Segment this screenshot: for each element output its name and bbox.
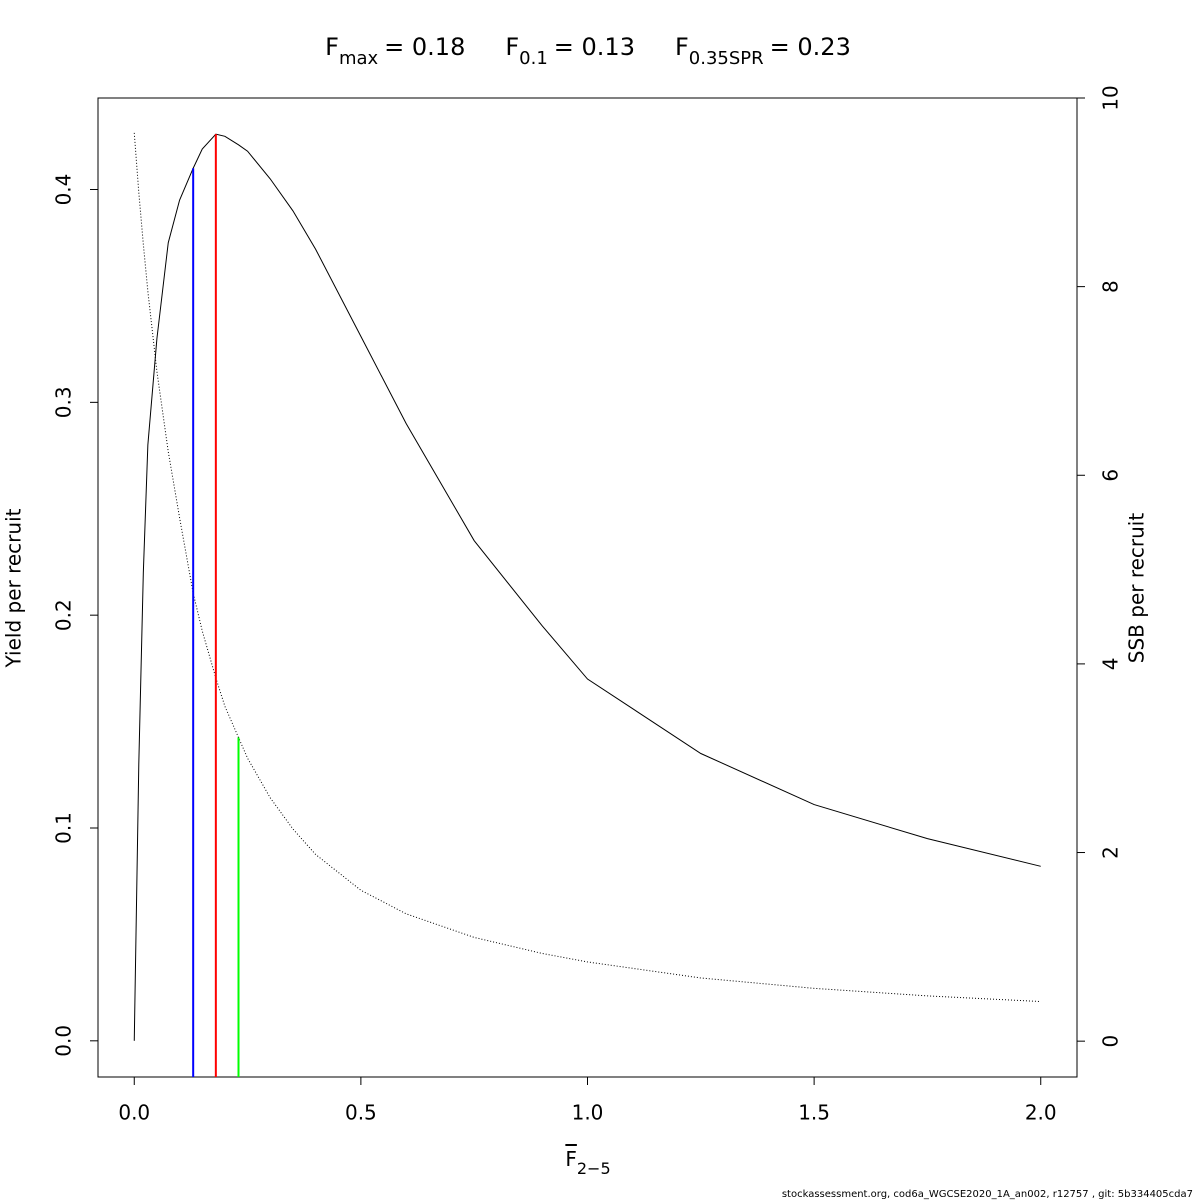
title-value: = 0.18 bbox=[384, 33, 465, 61]
title-subscript: 0.35SPR bbox=[689, 48, 764, 69]
y2-tick-label: 4 bbox=[1099, 658, 1123, 671]
title-value: = 0.23 bbox=[770, 33, 851, 61]
y2-tick-label: 0 bbox=[1099, 1035, 1123, 1048]
y2-tick-label: 6 bbox=[1099, 469, 1123, 482]
y-axis-label: Yield per recruit bbox=[2, 508, 26, 668]
chart-title: Fmax = 0.18 F0.1 = 0.13 F0.35SPR = 0.23 bbox=[325, 33, 851, 69]
ssb-line bbox=[133, 132, 1041, 1003]
x-axis-label: F2−5 bbox=[565, 1147, 610, 1179]
title-symbol: F bbox=[675, 33, 689, 61]
x-tick-label: 1.5 bbox=[798, 1101, 830, 1125]
y2-axis-label: SSB per recruit bbox=[1125, 513, 1149, 664]
y-tick-label: 0.3 bbox=[52, 386, 76, 418]
footer: stockassessment.org, cod6a_WGCSE2020_1A_… bbox=[782, 1189, 1193, 1200]
title-subscript: 0.1 bbox=[519, 48, 548, 69]
y-tick-label: 0.1 bbox=[52, 812, 76, 844]
x-tick-label: 2.0 bbox=[1025, 1101, 1057, 1125]
x-label-subscript: 2−5 bbox=[577, 1159, 611, 1178]
y-tick-label: 0.4 bbox=[52, 174, 76, 206]
title-value: = 0.13 bbox=[554, 33, 635, 61]
title-subscript: max bbox=[339, 48, 379, 69]
y-tick-label: 0.0 bbox=[52, 1025, 76, 1057]
x-tick-label: 1.0 bbox=[572, 1101, 604, 1125]
x-label-symbol: F bbox=[565, 1147, 577, 1171]
title-symbol: F bbox=[325, 33, 339, 61]
yield-line bbox=[133, 133, 1041, 1041]
x-tick-label: 0.5 bbox=[345, 1101, 377, 1125]
title-symbol: F bbox=[505, 33, 519, 61]
y2-tick-label: 10 bbox=[1099, 85, 1123, 110]
y2-tick-label: 8 bbox=[1099, 280, 1123, 293]
y-tick-label: 0.2 bbox=[52, 599, 76, 631]
y2-tick-label: 2 bbox=[1099, 846, 1123, 859]
plot-frame bbox=[97, 97, 1078, 1078]
x-tick-label: 0.0 bbox=[118, 1101, 150, 1125]
